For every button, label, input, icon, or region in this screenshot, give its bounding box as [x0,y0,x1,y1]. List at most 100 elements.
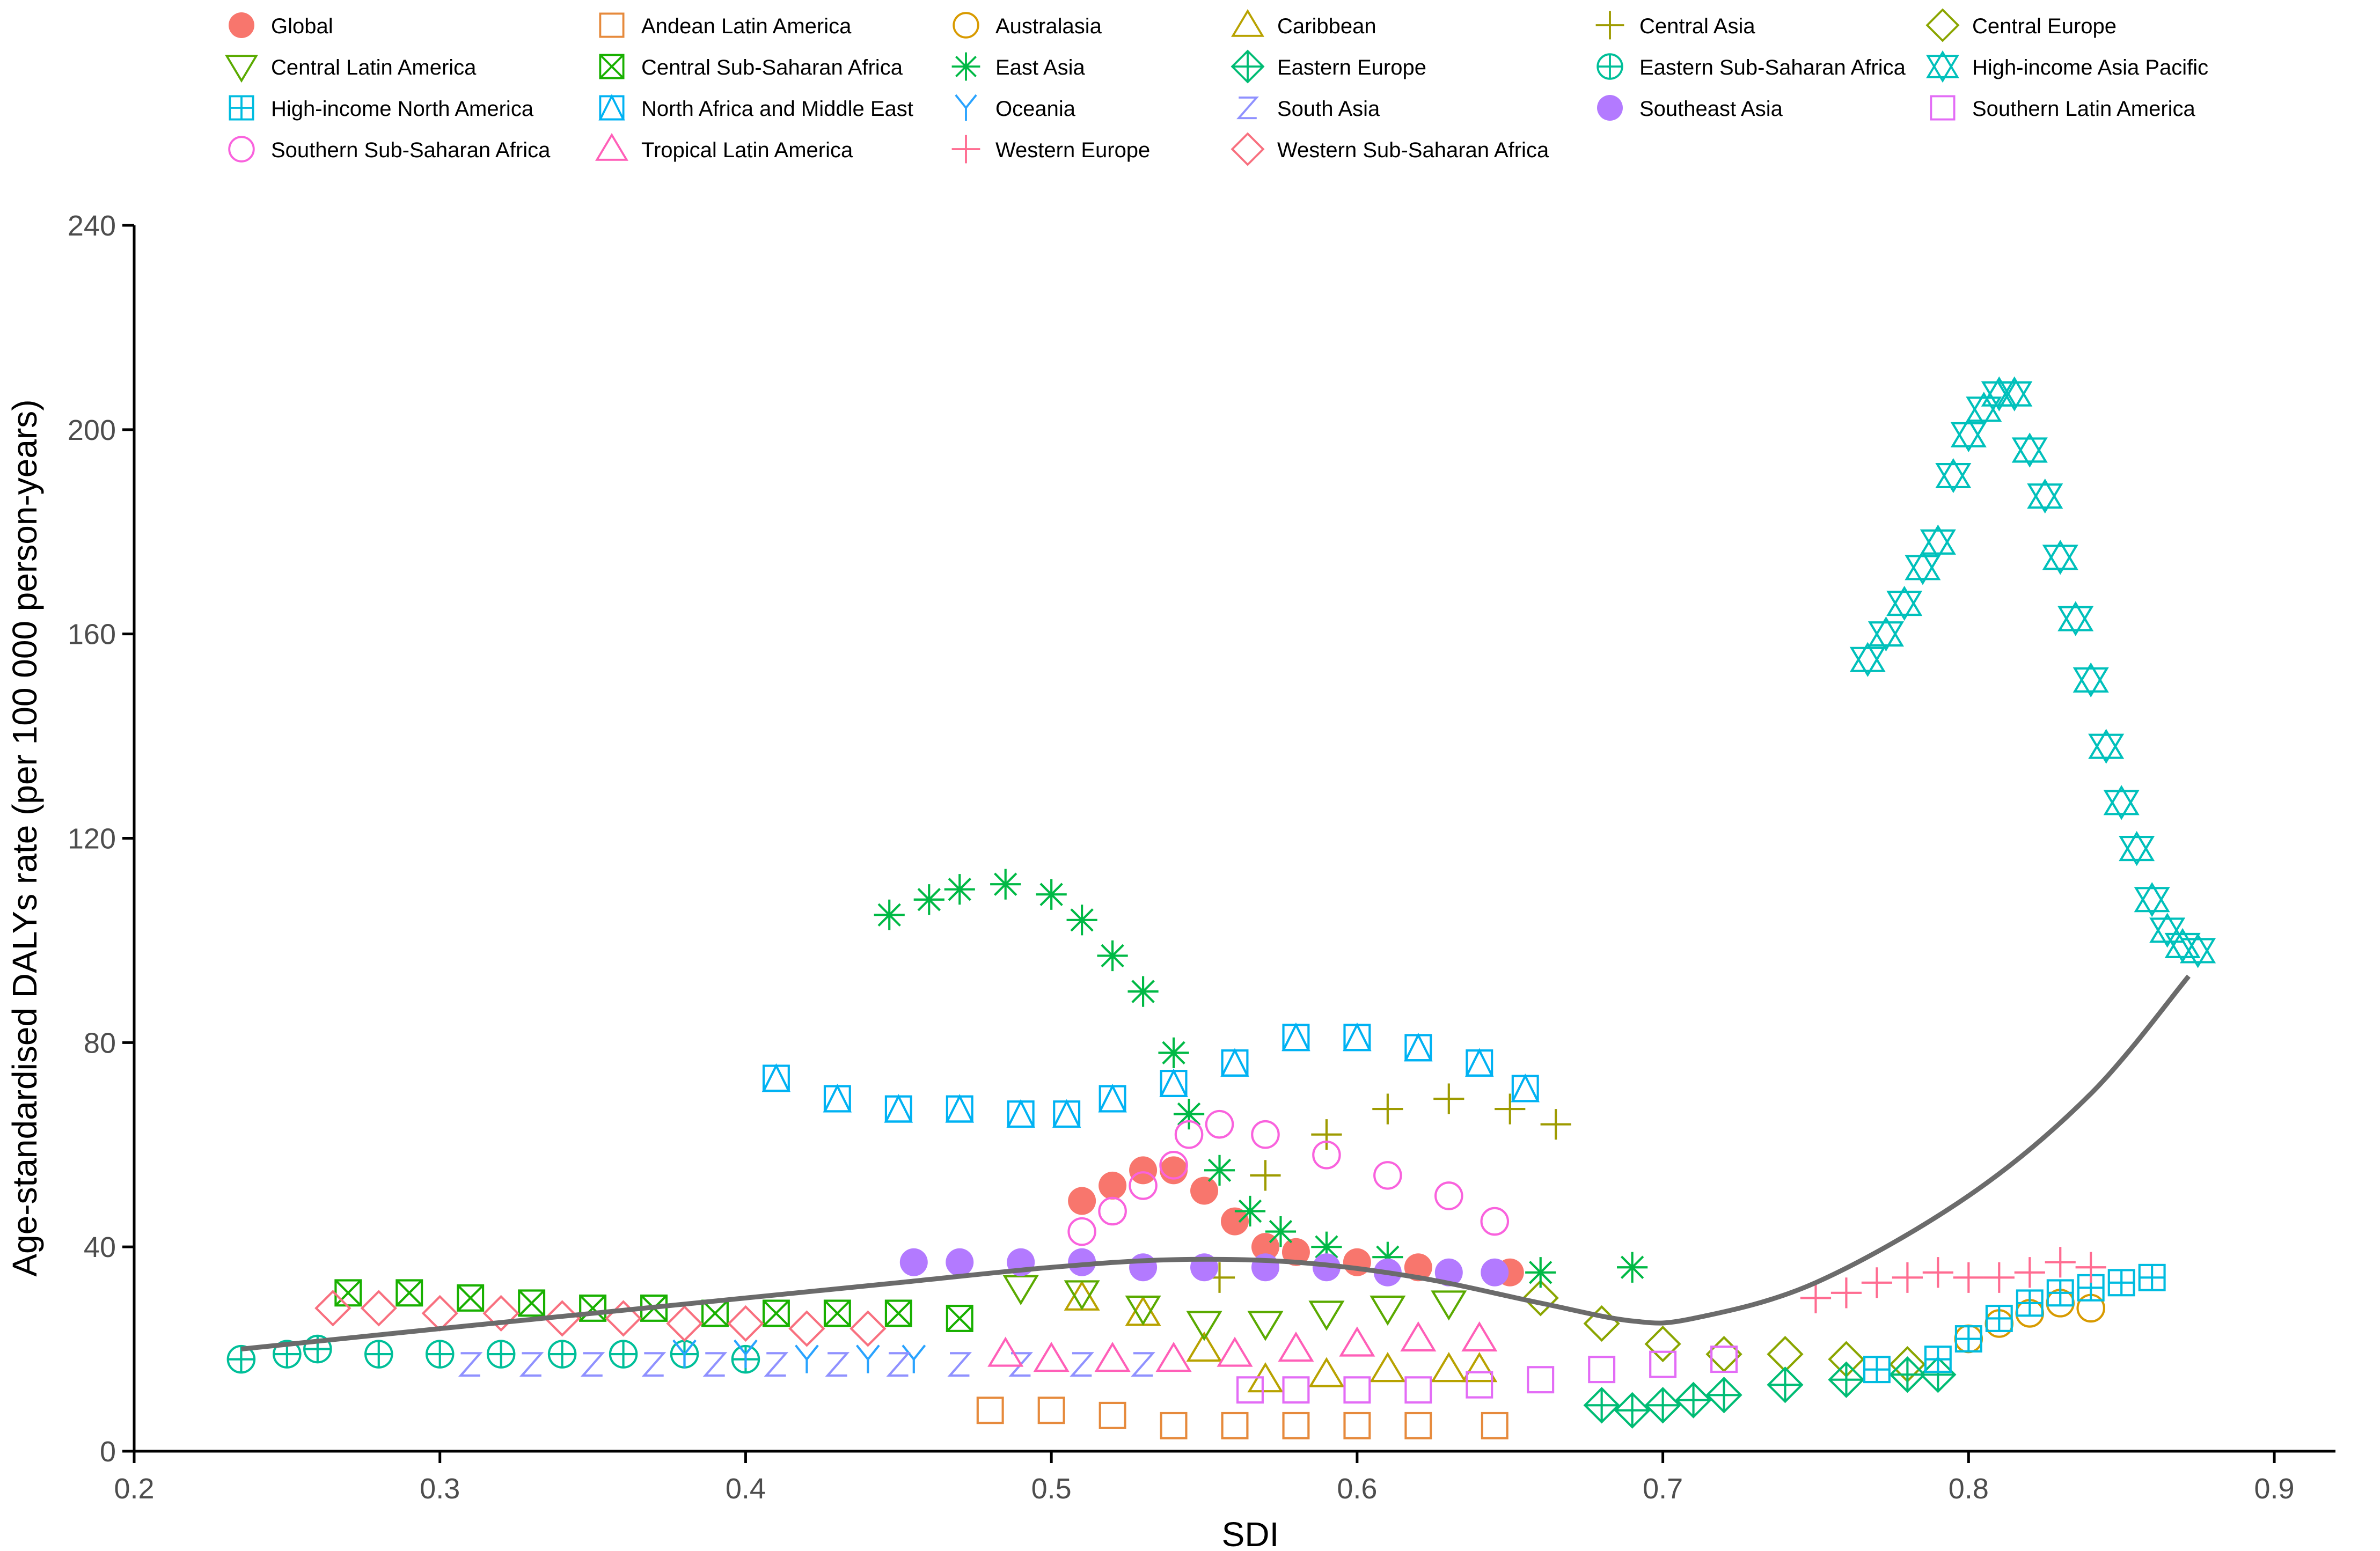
data-point [2107,1269,2135,1297]
data-point [899,1248,928,1276]
data-point [1129,1171,1158,1200]
data-point [2045,1247,2076,1278]
legend-label: High-income North America [271,97,534,121]
x-tick-label: 0.4 [726,1473,766,1505]
data-point [1527,1366,1555,1394]
series-southern-sub-saharan-africa [1067,1109,1510,1246]
data-point [1985,1304,2013,1332]
data-point [1064,1280,1100,1311]
legend-marker [229,12,254,38]
legend-item-high-income-asia-pacific: High-income Asia Pacific [1926,50,2208,83]
legend-item-tropical-latin-america: Tropical Latin America [595,133,853,162]
legend-label: High-income Asia Pacific [1972,56,2208,79]
legend-item-australasia: Australasia [953,12,1102,39]
data-point [1129,1156,1158,1185]
data-point [886,1352,911,1377]
data-point [1282,1412,1310,1439]
data-point [1863,1356,1891,1384]
data-point [2042,540,2078,575]
x-tick-label: 0.3 [420,1473,460,1505]
data-point [1173,1099,1205,1130]
data-point [1404,1412,1432,1439]
data-point [990,869,1021,900]
legend-marker [1925,8,1960,42]
legend-marker [1597,53,1623,80]
legend-item-eastern-sub-saharan-africa: Eastern Sub-Saharan Africa [1597,53,1906,80]
legend: Global Andean Latin America Australasia Car… [225,8,2208,166]
data-point [1278,1331,1314,1362]
legend-label: Central Latin America [271,56,477,79]
data-point [1511,1073,1540,1102]
series-tropical-latin-america [987,1321,1498,1372]
y-ticks: 0 40 80 120 160 200 240 [68,210,134,1468]
data-point [666,1305,703,1342]
data-point [945,1094,975,1123]
legend-marker [228,136,255,163]
data-point [1098,1084,1127,1113]
data-point [947,1352,972,1377]
data-point [1905,550,1941,585]
legend-marker [1231,9,1264,37]
data-point [1281,1022,1310,1052]
data-point [1481,1412,1508,1439]
legend-label: South Asia [1277,97,1380,121]
data-point [458,1352,483,1377]
data-point [944,874,975,905]
data-point [2014,1257,2045,1288]
data-point [1282,1376,1310,1404]
data-point [1036,879,1067,910]
data-point [1675,1381,1712,1418]
legend-label: Global [271,14,333,38]
legend-item-central-europe: Central Europe [1925,8,2117,42]
data-point [1465,1048,1494,1077]
data-point [2138,1263,2166,1291]
series-southern-latin-america [1236,1346,1738,1404]
legend-item-western-sub-saharan-africa: Western Sub-Saharan Africa [1231,132,1549,166]
data-point [823,1084,852,1113]
data-point [1434,1181,1463,1210]
data-point [987,1336,1024,1367]
data-point [1343,1022,1372,1052]
legend-marker [1231,49,1265,84]
legend-marker [225,55,258,83]
data-point [1158,1037,1189,1068]
data-point [1922,1257,1953,1288]
data-point [702,1352,728,1377]
data-point [1924,1346,1952,1373]
data-point [1002,1275,1039,1305]
x-tick-label: 0.5 [1031,1473,1072,1505]
data-point [1052,1099,1081,1128]
data-point [1160,1412,1188,1439]
legend-marker [599,12,625,38]
data-point [701,1299,729,1327]
data-point [1220,1048,1249,1077]
data-point [1186,1311,1222,1341]
legend-item-southeast-asia: Southeast Asia [1597,95,1783,121]
data-point [1431,1290,1467,1321]
legend-item-central-latin-america: Central Latin America [225,55,477,83]
data-point [1070,1352,1094,1377]
legend-item-global: Global [229,12,333,38]
data-point [855,1344,880,1373]
data-point [1644,1387,1681,1424]
legend-marker [955,94,977,121]
y-tick-label: 120 [68,823,116,855]
data-point [518,1289,546,1317]
data-point [764,1352,789,1377]
data-point [1433,1083,1464,1114]
data-point [1540,1109,1571,1140]
data-point [1404,1376,1432,1404]
data-point [1767,1366,1804,1403]
data-point [1466,1371,1493,1399]
data-point [1525,1257,1556,1288]
trend-line [240,974,2191,1352]
data-point [761,1063,791,1092]
data-point [1159,1151,1188,1180]
data-point [762,1299,790,1327]
data-point [2149,913,2186,948]
data-point [1431,1352,1467,1383]
data-point [1830,1277,1862,1309]
legend-label: Eastern Europe [1277,56,1426,79]
data-point [1308,1300,1345,1331]
